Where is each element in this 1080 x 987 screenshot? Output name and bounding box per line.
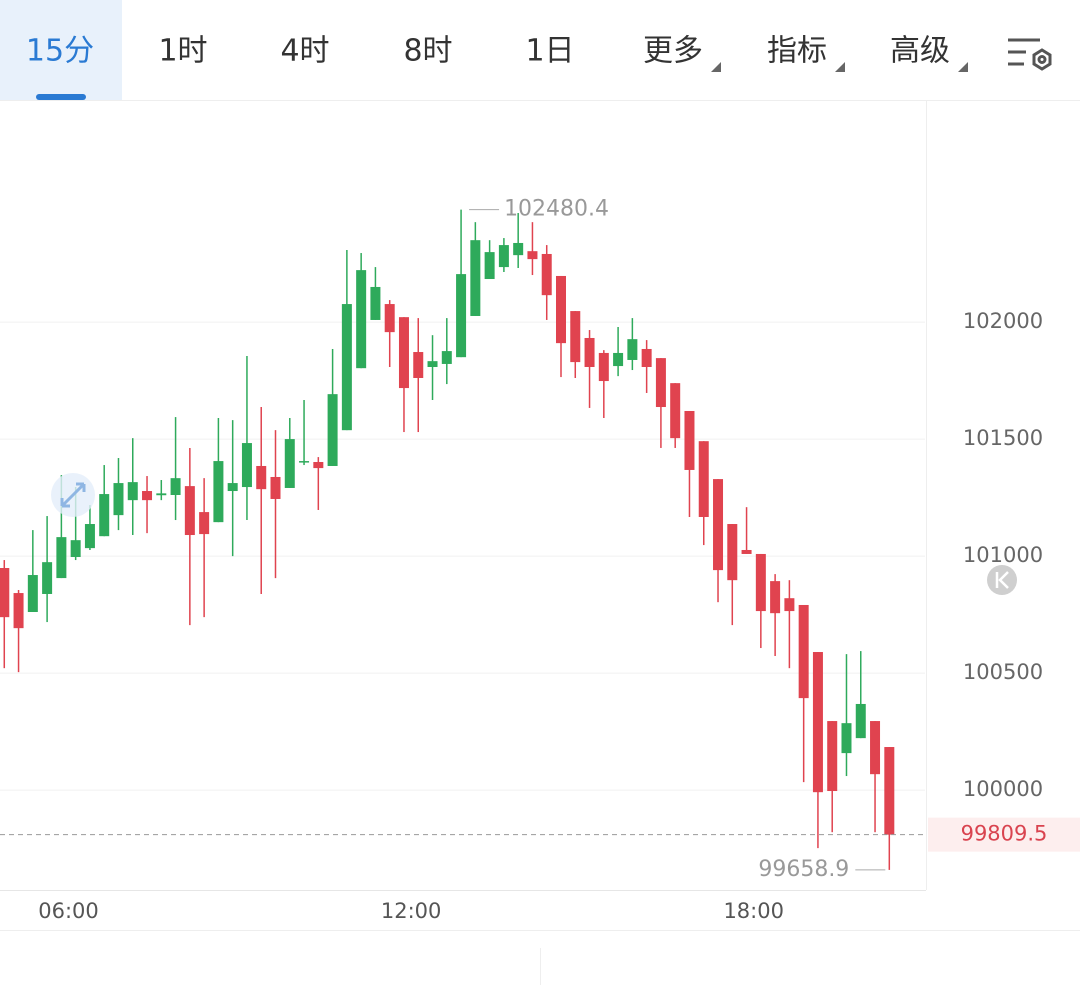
- candle-body: [870, 721, 881, 775]
- candle-body: [484, 252, 495, 280]
- candle-body: [727, 524, 738, 581]
- candle-body: [313, 462, 324, 469]
- menu-dropdown[interactable]: 高级: [890, 34, 950, 69]
- y-tick-label: 101000: [963, 543, 1043, 567]
- candle-body: [441, 351, 452, 364]
- x-tick-label: 12:00: [381, 899, 442, 923]
- candle-body: [113, 483, 124, 516]
- tab[interactable]: 1日: [525, 34, 574, 69]
- candle-body: [641, 348, 652, 367]
- low-label: 99658.9: [758, 857, 849, 882]
- candle-body: [27, 575, 38, 613]
- candle-body: [713, 479, 724, 571]
- dropdown-caret: [958, 62, 968, 72]
- candle-body: [0, 568, 10, 618]
- candle-body: [555, 275, 566, 344]
- candle-body: [470, 240, 481, 316]
- candle-body: [884, 747, 895, 835]
- tab[interactable]: 4时: [280, 34, 329, 69]
- candle-body: [741, 549, 752, 554]
- candle-body: [812, 652, 823, 793]
- candle-body: [670, 383, 681, 439]
- candle-body: [427, 361, 438, 367]
- candle-body: [841, 723, 852, 754]
- tab-bar: 15分 1时 4时 8时 1日 更多 指标 高级: [26, 34, 968, 72]
- tab[interactable]: 8时: [403, 34, 452, 69]
- candle-body: [698, 441, 709, 517]
- active-tab-bg: [0, 0, 122, 100]
- candle-body: [684, 410, 695, 470]
- x-tick-label: 06:00: [38, 899, 99, 923]
- high-label: 102480.4: [504, 197, 609, 222]
- candle-body: [598, 352, 609, 382]
- candle-body: [570, 311, 581, 363]
- expand-icon[interactable]: [51, 473, 95, 517]
- candle-body: [498, 245, 509, 268]
- candle-body: [370, 286, 381, 320]
- candle-body: [84, 524, 95, 549]
- dropdown-caret: [711, 62, 721, 72]
- y-tick-label: 100000: [963, 777, 1043, 801]
- candle-body: [99, 494, 110, 537]
- candle-body: [227, 483, 238, 492]
- candle-body: [655, 358, 666, 408]
- tab[interactable]: 1时: [158, 34, 207, 69]
- last-price-label: 99809.5: [961, 822, 1048, 846]
- candle-body: [127, 482, 138, 501]
- candle-body: [855, 703, 866, 739]
- y-tick-label: 100500: [963, 660, 1043, 684]
- candle-body: [284, 439, 295, 488]
- candle-body: [627, 339, 638, 360]
- candle-body: [184, 486, 195, 536]
- candle-body: [13, 593, 24, 629]
- candle-body: [70, 540, 81, 558]
- candle-body: [327, 394, 338, 466]
- candle-body: [356, 270, 367, 369]
- candle-body: [199, 512, 210, 535]
- active-indicator: [36, 94, 86, 100]
- last-price-box: [928, 817, 1080, 852]
- candle-body: [584, 337, 595, 367]
- candle-body: [798, 604, 809, 699]
- candle-body: [384, 304, 395, 333]
- menu-dropdown[interactable]: 指标: [767, 34, 827, 69]
- candle-body: [398, 317, 409, 389]
- y-tick-label: 102000: [963, 309, 1043, 333]
- candle-body: [413, 352, 424, 378]
- menu-dropdown[interactable]: 更多: [643, 34, 703, 69]
- candle-body: [456, 274, 467, 358]
- candle-body: [241, 443, 252, 488]
- candle-body: [256, 465, 267, 490]
- settings-icon[interactable]: [1008, 38, 1052, 71]
- candle-body: [513, 242, 524, 256]
- candle-body: [42, 562, 53, 594]
- candle-body: [341, 304, 352, 431]
- candle-body: [156, 493, 167, 496]
- y-tick-label: 101500: [963, 426, 1043, 450]
- candle-body: [270, 476, 281, 499]
- candle-body: [56, 537, 67, 579]
- candle-body: [784, 598, 795, 612]
- candle-body: [527, 251, 538, 260]
- dropdown-caret: [835, 62, 845, 72]
- candle-body: [170, 478, 181, 495]
- candle-body: [770, 581, 781, 614]
- scroll-latest-button[interactable]: [987, 565, 1017, 595]
- candle-body: [827, 721, 838, 792]
- candle-body: [613, 352, 624, 367]
- candle-body: [755, 553, 766, 612]
- candle-body: [142, 491, 153, 501]
- tab[interactable]: 15分: [26, 34, 94, 69]
- candle-body: [213, 461, 224, 523]
- x-tick-label: 18:00: [723, 899, 784, 923]
- plot: 100000 100500 101000 101500 102000 06:00 12:00…: [0, 197, 1080, 923]
- candle-body: [541, 253, 552, 296]
- candle-body: [299, 461, 310, 463]
